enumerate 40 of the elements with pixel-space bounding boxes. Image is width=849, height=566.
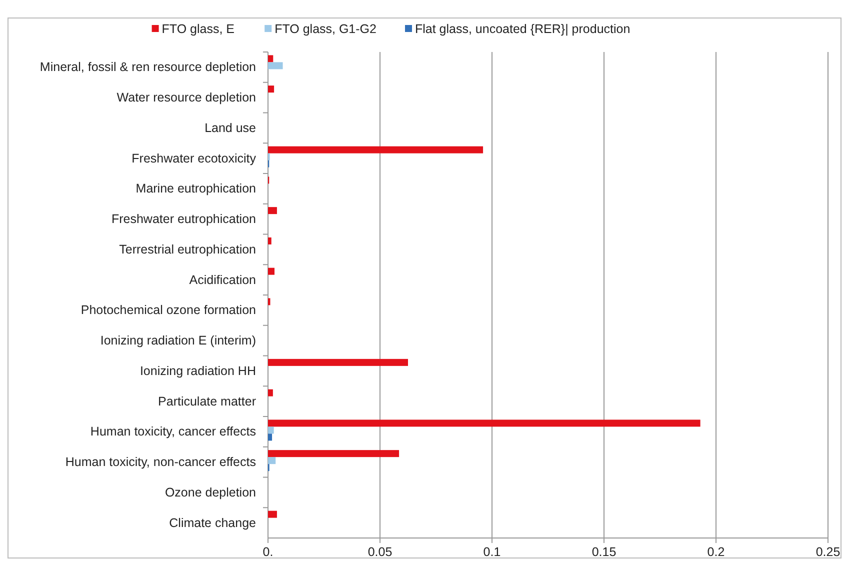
x-tick-label: 0.05	[368, 545, 392, 559]
y-tick-label: Mineral, fossil & ren resource depletion	[40, 60, 256, 74]
y-tick-label: Particulate matter	[158, 394, 256, 408]
x-tick-label: 0.25	[816, 545, 840, 559]
y-tick-label: Human toxicity, cancer effects	[90, 424, 256, 439]
y-tick-label: Water resource depletion	[116, 90, 256, 105]
y-tick-label: Ionizing radiation E (interim)	[100, 334, 256, 348]
bar	[268, 510, 277, 518]
y-tick-label: Ozone depletion	[164, 485, 256, 500]
bar	[268, 62, 283, 70]
y-tick-label: Freshwater eutrophication	[111, 212, 256, 226]
y-tick-label: Land use	[204, 120, 256, 135]
y-tick-label: Marine eutrophication	[136, 182, 256, 196]
bar	[268, 55, 274, 62]
bar	[268, 358, 408, 366]
bar	[268, 457, 276, 464]
y-tick-label: Acidification	[189, 272, 256, 287]
y-tick-label: Photochemical ozone formation	[80, 303, 256, 318]
y-tick-label: Human toxicity, non-cancer effects	[65, 455, 256, 470]
bar	[268, 426, 274, 434]
bar	[268, 86, 274, 93]
legend-label: FTO glass, G1-G2	[274, 22, 377, 36]
x-tick-label: 0.1	[483, 545, 501, 559]
bar	[268, 420, 700, 427]
bar	[268, 434, 272, 441]
legend-label: FTO glass, E	[162, 22, 235, 36]
x-tick-label: 0.2	[707, 545, 725, 559]
x-tick-label: 0.	[262, 545, 274, 559]
bar	[268, 146, 484, 154]
bar	[268, 450, 400, 458]
y-tick-label: Terrestrial eutrophication	[119, 242, 256, 256]
y-tick-label: Climate change	[169, 516, 256, 530]
y-tick-label: Freshwater ecotoxicity	[132, 151, 257, 166]
x-tick-label: 0.15	[592, 545, 616, 559]
y-tick-label: Ionizing radiation HH	[140, 364, 256, 378]
bar	[268, 237, 272, 244]
bar	[268, 389, 273, 396]
legend-label: Flat glass, uncoated {RER}| production	[415, 22, 630, 36]
bar	[268, 268, 274, 275]
bar	[268, 207, 277, 214]
